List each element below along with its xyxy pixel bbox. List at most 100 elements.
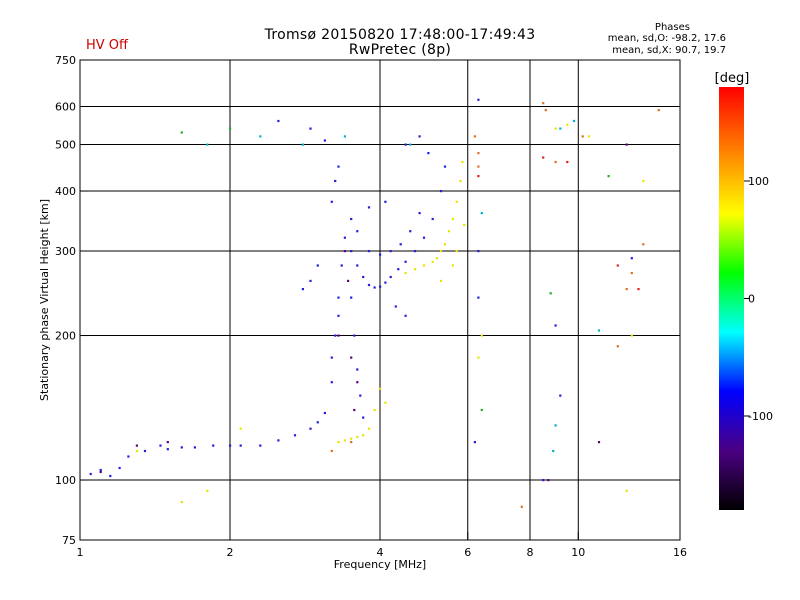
data-point (418, 135, 421, 138)
data-point (435, 257, 438, 260)
data-point (343, 250, 346, 253)
data-point (451, 217, 454, 221)
data-point (350, 250, 353, 253)
data-point (431, 217, 434, 221)
data-point (630, 272, 633, 275)
data-point (597, 441, 601, 444)
data-point (542, 156, 545, 159)
data-point (477, 98, 480, 101)
y-tick-label: 400 (55, 185, 76, 198)
data-point (480, 212, 483, 215)
data-point (418, 212, 421, 215)
data-point (389, 250, 392, 253)
data-point (477, 165, 480, 168)
data-point (549, 292, 552, 295)
colorbar-tick-label: -100 (748, 410, 773, 423)
data-point (427, 152, 430, 155)
data-point (404, 143, 407, 146)
colorbar-tick-label: 0 (748, 293, 755, 306)
data-point (642, 243, 645, 246)
y-tick-label: 500 (55, 139, 76, 152)
phases-stat-o: mean, sd,O: -98.2, 17.6 (607, 33, 726, 44)
data-point (477, 356, 480, 359)
data-point (422, 236, 426, 239)
data-point (477, 296, 480, 299)
data-point (451, 264, 454, 267)
data-point (637, 288, 640, 291)
data-point (347, 279, 350, 282)
data-point (379, 285, 382, 288)
data-point (459, 179, 462, 183)
data-point (353, 334, 356, 337)
data-point (439, 250, 443, 253)
data-point (356, 435, 359, 439)
y-axis-label: Stationary phase Virtual Height [km] (38, 199, 51, 401)
y-tick-label: 75 (62, 534, 76, 547)
data-point (362, 275, 365, 279)
data-point (477, 175, 480, 178)
data-point (542, 102, 545, 105)
data-point (566, 160, 569, 164)
x-tick-label: 8 (527, 546, 534, 559)
data-point (616, 264, 619, 267)
data-point (301, 288, 304, 291)
data-point (89, 472, 92, 476)
data-point (581, 135, 584, 138)
data-point (359, 394, 362, 397)
y-tick-label: 750 (55, 54, 76, 67)
data-point (301, 143, 304, 146)
data-point (330, 449, 333, 453)
data-point (625, 143, 628, 146)
data-point (356, 230, 359, 233)
chart-title: Tromsø 20150820 17:48:00-17:49:43 (264, 27, 536, 43)
data-point (397, 268, 400, 271)
data-point (362, 434, 365, 437)
x-axis-ticks: 1 2 4 6 8 10 16 (77, 532, 687, 559)
data-point (480, 334, 483, 337)
data-point (367, 427, 371, 430)
data-point (587, 135, 590, 138)
colorbar (719, 87, 744, 510)
phases-heading: Phases (654, 22, 690, 33)
colorbar-tick-label: 100 (748, 175, 769, 188)
x-tick-label: 6 (464, 546, 471, 559)
data-point (180, 501, 183, 504)
data-point (552, 449, 555, 453)
data-point (330, 356, 333, 359)
data-point (143, 449, 147, 453)
data-point (572, 119, 576, 123)
data-point (384, 401, 387, 404)
data-point (625, 489, 628, 492)
data-point (350, 437, 353, 440)
data-point (473, 135, 476, 138)
data-point (277, 119, 280, 123)
data-point (367, 206, 371, 209)
grid-lines (80, 60, 680, 540)
data-point (259, 135, 262, 138)
data-point (477, 250, 480, 253)
phases-stat-x: mean, sd,X: 90.7, 19.7 (612, 45, 726, 56)
data-point (461, 160, 464, 164)
x-tick-label: 1 (77, 546, 84, 559)
data-point (309, 427, 312, 430)
data-point (350, 217, 353, 221)
data-point (356, 264, 359, 267)
data-point (343, 135, 346, 138)
data-point (166, 448, 169, 451)
data-point (443, 243, 447, 246)
data-point (559, 394, 562, 397)
data-point (337, 314, 340, 317)
y-tick-label: 200 (55, 330, 76, 343)
data-point (180, 131, 183, 134)
data-point (597, 329, 601, 332)
data-point (99, 470, 102, 474)
data-point (337, 441, 340, 444)
data-point (544, 109, 547, 112)
data-point (334, 179, 337, 183)
data-point (350, 296, 353, 299)
y-tick-label: 600 (55, 101, 76, 114)
y-tick-label: 300 (55, 245, 76, 258)
data-point (180, 446, 183, 449)
data-point (422, 264, 426, 267)
y-axis-ticks: 75 100 200 300 400 500 600 750 (55, 54, 88, 547)
